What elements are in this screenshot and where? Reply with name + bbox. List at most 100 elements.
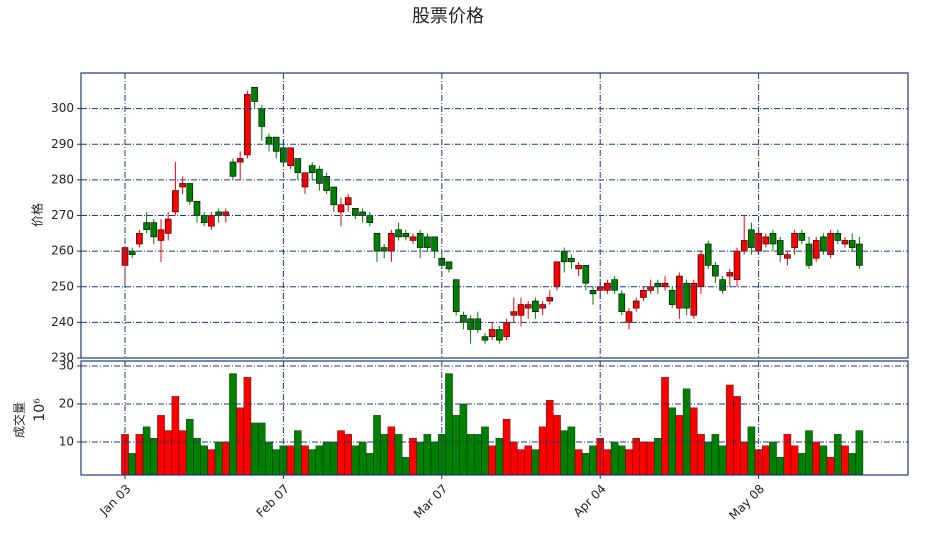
volume-bar bbox=[783, 434, 792, 476]
volume-bar bbox=[546, 399, 554, 476]
volume-bar bbox=[423, 434, 432, 476]
y-tick-label: 300 bbox=[51, 101, 74, 115]
y-tick-label: 250 bbox=[51, 279, 74, 293]
volume-bar bbox=[178, 430, 187, 476]
volume-bar bbox=[603, 449, 612, 476]
candle-body bbox=[625, 311, 633, 323]
candle-body bbox=[287, 147, 294, 166]
volume-bar bbox=[207, 449, 216, 476]
volume-bar bbox=[826, 456, 835, 476]
volume-bar bbox=[610, 441, 619, 476]
volume-bar bbox=[510, 441, 518, 476]
volume-bar bbox=[330, 441, 338, 476]
y-tick-label: 290 bbox=[51, 137, 74, 151]
volume-bar bbox=[711, 434, 720, 476]
volume-bar bbox=[690, 407, 698, 476]
candle-body bbox=[704, 243, 712, 266]
volume-bar bbox=[848, 453, 856, 476]
candle-body bbox=[568, 257, 575, 263]
candle-body bbox=[589, 290, 597, 295]
volume-bar bbox=[567, 426, 576, 476]
candle-body bbox=[373, 233, 381, 252]
candle-body bbox=[337, 204, 345, 213]
candle-body bbox=[380, 247, 388, 252]
candle-body bbox=[726, 272, 734, 277]
candle-body bbox=[157, 229, 165, 241]
volume-bar bbox=[798, 453, 806, 476]
volume-bar bbox=[394, 434, 403, 476]
x-tick-label: Apr 04 bbox=[571, 482, 609, 520]
volume-bar bbox=[495, 437, 504, 476]
candle-body bbox=[186, 183, 194, 202]
volume-bar bbox=[308, 449, 316, 476]
candle-body bbox=[251, 86, 258, 102]
candle-body bbox=[172, 190, 179, 213]
volume-bar bbox=[286, 445, 295, 476]
candle-body bbox=[359, 211, 366, 216]
candle-body bbox=[582, 265, 590, 284]
volume-bar bbox=[661, 377, 669, 476]
price-panel-frame bbox=[80, 72, 909, 359]
candle-body bbox=[776, 240, 784, 255]
volume-bar bbox=[841, 445, 849, 476]
volume-bar bbox=[416, 441, 424, 476]
candle-body bbox=[316, 168, 323, 184]
volume-bar bbox=[704, 441, 712, 476]
volume-bar bbox=[834, 434, 842, 476]
volume-bar bbox=[337, 430, 345, 476]
candle-body bbox=[258, 108, 266, 127]
volume-bar bbox=[294, 430, 302, 476]
volume-bar bbox=[272, 449, 280, 476]
candle-body bbox=[452, 279, 460, 312]
candle-body bbox=[402, 233, 410, 238]
y-tick-label: 280 bbox=[51, 172, 74, 186]
candle-body bbox=[200, 215, 208, 223]
volume-bar bbox=[474, 434, 482, 476]
volume-panel-frame bbox=[80, 360, 909, 476]
volume-bar bbox=[452, 415, 460, 476]
volume-bar bbox=[517, 449, 525, 476]
volume-bar bbox=[358, 441, 367, 476]
candle-body bbox=[474, 318, 482, 330]
candle-body bbox=[661, 282, 669, 288]
candle-body bbox=[128, 250, 136, 255]
volume-bar bbox=[488, 445, 496, 476]
candle-body bbox=[618, 293, 626, 312]
volume-bar bbox=[200, 445, 208, 476]
candle-body bbox=[330, 186, 338, 206]
candle-body bbox=[150, 222, 158, 238]
volume-bar bbox=[430, 441, 439, 476]
candle-body bbox=[460, 314, 467, 323]
y-tick-label: 270 bbox=[51, 208, 74, 222]
candle-body bbox=[856, 243, 863, 266]
candle-body bbox=[697, 254, 705, 288]
volume-bar bbox=[229, 373, 237, 476]
volume-bar bbox=[502, 418, 511, 476]
candle-body bbox=[640, 290, 647, 298]
candle-body bbox=[848, 240, 856, 248]
volume-bar bbox=[373, 415, 381, 476]
volume-bar bbox=[466, 434, 475, 476]
volume-bar bbox=[618, 445, 626, 476]
volume-bar bbox=[718, 445, 727, 476]
volume-bar bbox=[315, 445, 324, 476]
y-axis-label: 价格 bbox=[30, 203, 45, 227]
volume-bar bbox=[553, 415, 561, 476]
volume-bar bbox=[157, 415, 165, 476]
candle-body bbox=[215, 211, 222, 216]
candle-body bbox=[416, 233, 424, 248]
volume-bar bbox=[402, 456, 410, 476]
volume-bar bbox=[481, 426, 489, 476]
volume-bar bbox=[538, 426, 547, 476]
chart-title: 股票价格 bbox=[412, 6, 484, 27]
candle-body bbox=[308, 165, 316, 174]
candle-body bbox=[208, 215, 215, 227]
candle-body bbox=[560, 250, 568, 263]
candle-body bbox=[812, 240, 820, 259]
volume-bar bbox=[747, 426, 756, 476]
candle-body bbox=[654, 282, 662, 288]
x-tick-label: Jan 03 bbox=[96, 482, 133, 519]
volume-bar bbox=[214, 441, 223, 476]
candle-body bbox=[632, 300, 640, 309]
candle-body bbox=[841, 240, 849, 245]
